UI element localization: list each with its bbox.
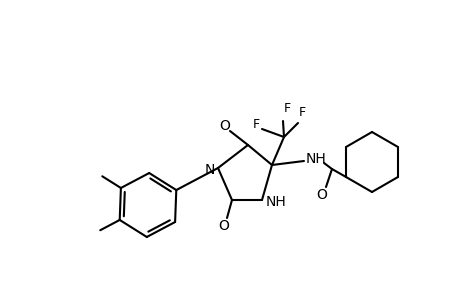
- Text: O: O: [219, 119, 230, 133]
- Text: O: O: [218, 219, 229, 233]
- Text: O: O: [316, 188, 327, 202]
- Text: NH: NH: [265, 195, 286, 209]
- Text: NH: NH: [305, 152, 326, 166]
- Text: N: N: [204, 163, 215, 177]
- Text: F: F: [283, 103, 290, 116]
- Text: F: F: [252, 118, 259, 131]
- Text: F: F: [298, 106, 305, 119]
